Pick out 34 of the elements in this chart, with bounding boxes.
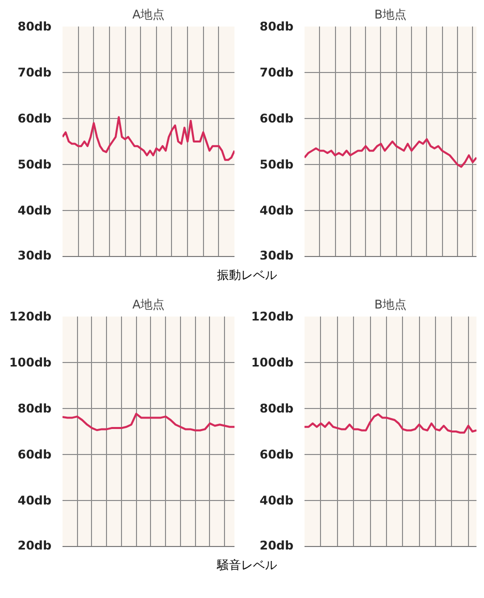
chart-title: B地点 xyxy=(374,298,407,312)
y-tick-label: 40db xyxy=(260,494,294,508)
y-tick-label: 60db xyxy=(260,448,294,462)
y-tick-label: 40db xyxy=(18,204,52,218)
y-tick-label: 30db xyxy=(260,248,294,262)
y-tick-label: 100db xyxy=(251,356,294,370)
y-tick-label: 40db xyxy=(260,204,294,218)
y-tick-label: 80db xyxy=(18,20,52,34)
y-tick-label: 120db xyxy=(9,310,52,324)
chart-title: A地点 xyxy=(132,298,165,312)
y-tick-label: 70db xyxy=(18,66,52,80)
y-tick-label: 20db xyxy=(18,538,52,552)
y-tick-label: 80db xyxy=(260,20,294,34)
line-series xyxy=(62,116,234,161)
y-tick-label: 20db xyxy=(260,538,294,552)
line-series xyxy=(304,413,476,434)
chart-title: B地点 xyxy=(374,8,407,22)
y-tick-label: 70db xyxy=(260,66,294,80)
y-tick-label: 100db xyxy=(9,356,52,370)
line-series xyxy=(304,138,476,168)
y-tick-label: 40db xyxy=(18,494,52,508)
y-tick-label: 60db xyxy=(260,112,294,126)
y-tick-label: 50db xyxy=(18,158,52,172)
y-tick-label: 80db xyxy=(260,402,294,416)
y-tick-label: 30db xyxy=(18,248,52,262)
y-tick-label: 80db xyxy=(18,402,52,416)
text: 振動レベル xyxy=(217,267,277,284)
chart-title: A地点 xyxy=(132,8,165,22)
y-tick-label: 60db xyxy=(18,448,52,462)
y-tick-label: 120db xyxy=(251,310,294,324)
y-tick-label: 60db xyxy=(18,112,52,126)
line-series xyxy=(62,412,234,432)
text: 騒音レベル xyxy=(217,557,277,574)
y-tick-label: 50db xyxy=(260,158,294,172)
